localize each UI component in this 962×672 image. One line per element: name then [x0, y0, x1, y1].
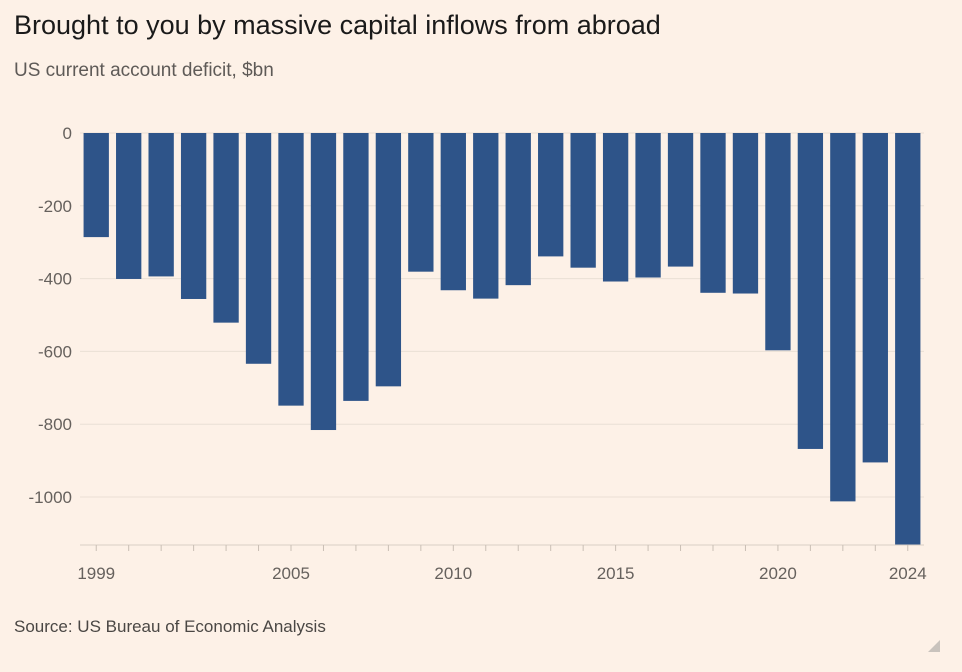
bar-chart: 0 -200 -400 -600 -800 -1000 1999 2005 2010 2015 2…	[29, 124, 927, 583]
bar-2005	[278, 133, 304, 406]
bar-2019	[732, 133, 759, 294]
y-tick-label: -400	[38, 270, 72, 289]
x-tick-label: 2005	[272, 564, 310, 583]
y-tick-label: 0	[63, 124, 72, 143]
x-axis: 1999 2005 2010 2015 2020 2024	[77, 544, 927, 583]
source-note: Source: US Bureau of Economic Analysis	[14, 617, 326, 636]
bar-2013	[538, 133, 564, 257]
bar-2022	[830, 133, 856, 502]
bar-2015	[602, 133, 629, 282]
y-tick-label: -600	[38, 342, 72, 361]
x-tick-label: 2010	[434, 564, 472, 583]
gridlines	[80, 132, 924, 498]
resize-handle-icon	[928, 640, 940, 652]
chart-title: Brought to you by massive capital inflow…	[14, 10, 661, 40]
x-tick-label: 1999	[77, 564, 115, 583]
chart-subtitle: US current account deficit, $bn	[14, 60, 274, 81]
bar-2008	[375, 133, 402, 387]
bar-2003	[213, 133, 239, 323]
x-tick-label: 2024	[889, 564, 927, 583]
bar-2002	[180, 133, 207, 299]
bar-2012	[505, 133, 531, 286]
bar-2011	[473, 133, 499, 299]
bar-2000	[116, 133, 142, 279]
y-tick-label: -200	[38, 197, 72, 216]
bar-2023	[862, 133, 888, 463]
bar-2021	[797, 133, 824, 449]
bar-2024	[895, 133, 921, 545]
x-tick-label: 2020	[759, 564, 797, 583]
bar-1999	[83, 133, 109, 238]
bar-2001	[148, 133, 174, 277]
y-tick-label: -1000	[29, 488, 72, 507]
bar-2018	[700, 133, 726, 293]
bars	[83, 133, 921, 545]
bar-2010	[440, 133, 466, 291]
bar-2006	[310, 133, 337, 431]
x-tick-label: 2015	[597, 564, 635, 583]
bar-2016	[635, 133, 661, 278]
bar-2017	[667, 133, 694, 267]
bar-2004	[245, 133, 272, 364]
bar-2009	[408, 133, 434, 272]
bar-2020	[765, 133, 791, 351]
y-tick-label: -800	[38, 415, 72, 434]
bar-2014	[570, 133, 596, 268]
bar-2007	[343, 133, 369, 401]
y-axis-ticks: 0 -200 -400 -600 -800 -1000	[29, 124, 72, 507]
